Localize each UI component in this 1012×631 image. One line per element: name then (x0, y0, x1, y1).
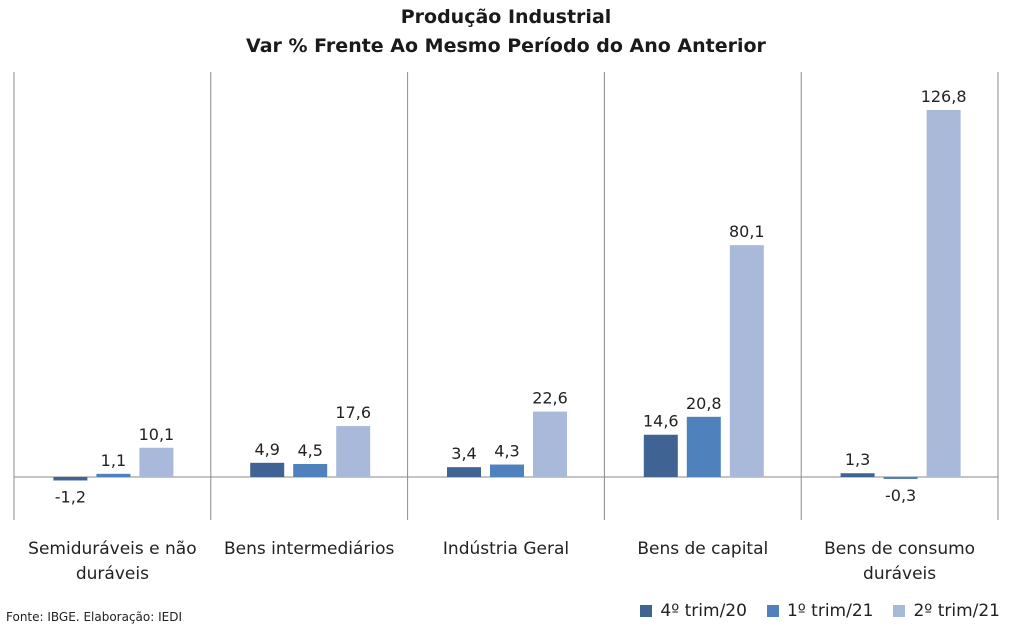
legend-swatch (640, 605, 653, 617)
bar (336, 426, 371, 477)
bar (96, 473, 131, 477)
category-label: Bens de capital (637, 539, 768, 559)
data-label: 1,1 (101, 451, 126, 470)
legend-swatch (893, 605, 906, 617)
category-label: Bens de consumo (824, 539, 975, 559)
data-label: 1,3 (845, 450, 870, 469)
bar (447, 467, 481, 477)
bar (490, 464, 524, 477)
chart-subtitle: Var % Frente Ao Mesmo Período do Ano Ant… (246, 35, 766, 57)
bar (533, 411, 567, 477)
legend-item: 4º trim/20 (640, 601, 747, 621)
legend-item: 1º trim/21 (766, 601, 874, 621)
data-label: 20,8 (686, 394, 722, 413)
data-label: 22,6 (532, 389, 568, 408)
bar (883, 477, 918, 479)
data-label: 17,6 (335, 403, 371, 422)
category-label: Semiduráveis e não (28, 539, 196, 559)
bar (250, 462, 285, 477)
data-label: 4,9 (254, 440, 279, 459)
legend-label: 4º trim/20 (660, 601, 747, 621)
data-label: -1,2 (55, 487, 86, 506)
data-label: 14,6 (643, 412, 679, 431)
bar (643, 434, 678, 477)
data-label: -0,3 (885, 486, 916, 505)
data-label: 4,5 (297, 441, 322, 460)
source-note: Fonte: IBGE. Elaboração: IEDI (6, 610, 183, 624)
legend: 4º trim/20 1º trim/21 2º trim/21 (640, 601, 1000, 621)
category-label: Bens intermediários (224, 539, 395, 559)
bar (139, 447, 174, 477)
bar (53, 477, 88, 481)
data-label: 10,1 (139, 425, 175, 444)
bar (686, 416, 721, 477)
legend-swatch (766, 605, 779, 617)
bar (840, 473, 875, 477)
legend-label: 1º trim/21 (786, 601, 874, 621)
legend-item: 2º trim/21 (893, 601, 1000, 621)
data-label: 4,3 (494, 442, 519, 461)
data-label: 126,8 (921, 87, 967, 106)
data-label: 3,4 (451, 444, 476, 463)
legend-label: 2º trim/21 (913, 601, 1000, 621)
data-label: 80,1 (729, 222, 765, 241)
bar (729, 245, 764, 477)
bar (293, 463, 328, 477)
chart-title: Produção Industrial (400, 6, 612, 28)
category-label: duráveis (76, 564, 149, 584)
category-label: duráveis (863, 564, 936, 584)
bar (926, 110, 961, 477)
category-label: Indústria Geral (443, 539, 569, 559)
